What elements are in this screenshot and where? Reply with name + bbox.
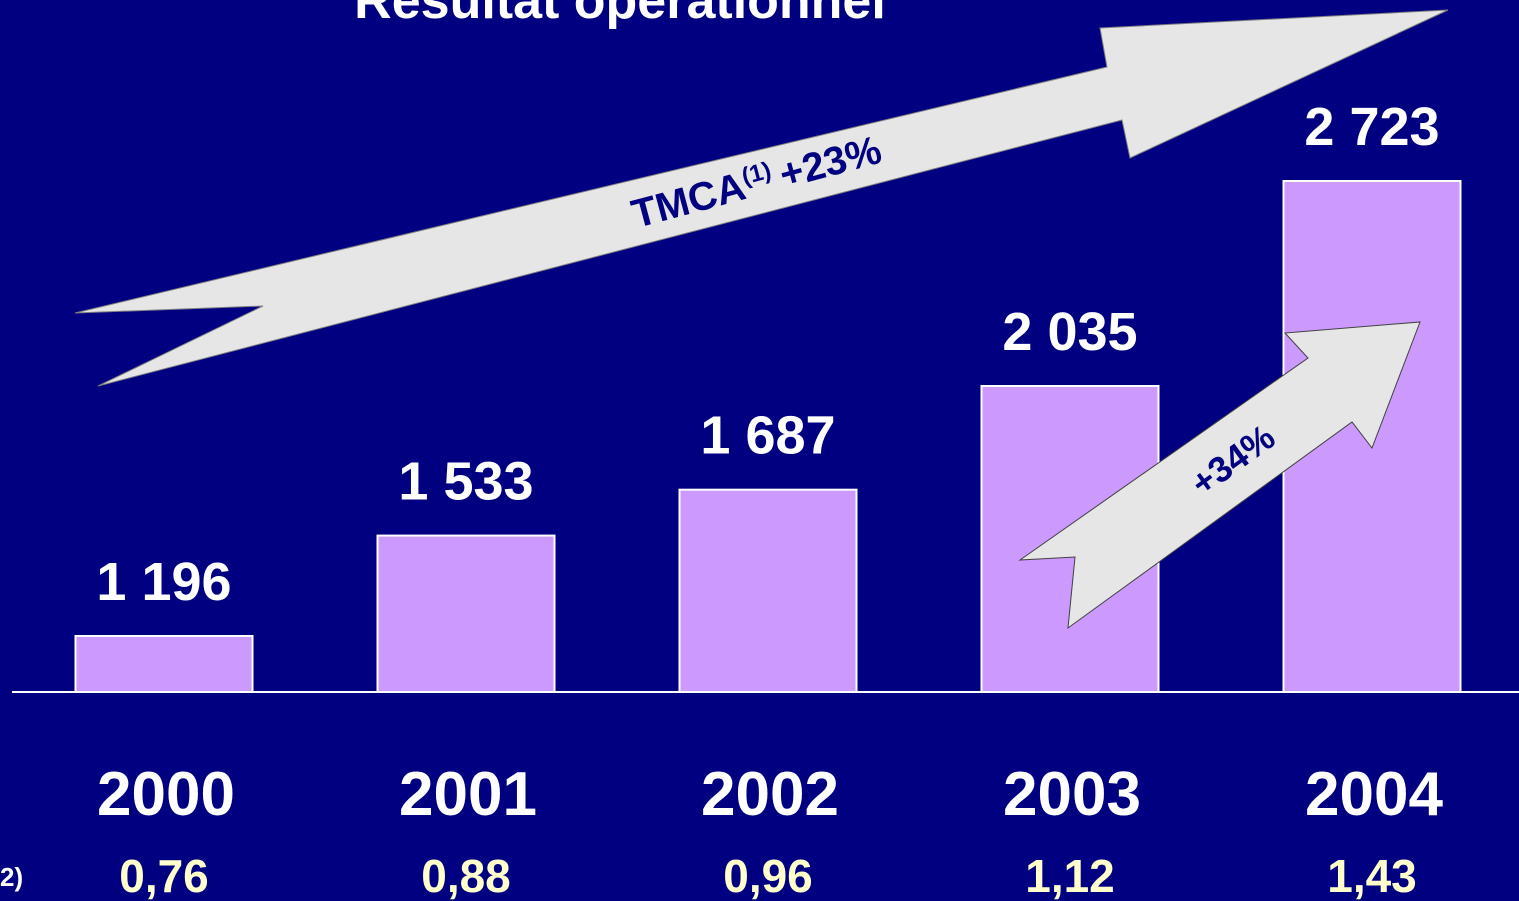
x-tick-label: 2001 — [399, 760, 537, 829]
row-value: 0,88 — [421, 850, 511, 901]
bar — [376, 534, 556, 693]
growth-arrow — [74, 9, 1449, 387]
bar — [74, 634, 254, 694]
x-tick-label: 2000 — [97, 760, 235, 829]
value-label: 1 533 — [398, 452, 533, 512]
value-label: 2 723 — [1304, 97, 1439, 157]
chart-title: Résultat opérationnel — [354, 0, 886, 30]
x-tick-label: 2002 — [701, 760, 839, 829]
row-value: 0,76 — [119, 850, 209, 901]
value-label: 2 035 — [1002, 302, 1137, 362]
row-value: 0,96 — [723, 850, 813, 901]
row-label: 2) — [0, 862, 23, 892]
x-tick-label: 2003 — [1003, 760, 1141, 829]
row-value: 1,43 — [1327, 850, 1417, 901]
row-value: 1,12 — [1025, 850, 1115, 901]
bar — [678, 488, 858, 693]
value-label: 1 196 — [96, 552, 231, 612]
x-tick-label: 2004 — [1305, 760, 1443, 829]
value-label: 1 687 — [700, 406, 835, 466]
last-growth-arrow — [1018, 321, 1421, 630]
